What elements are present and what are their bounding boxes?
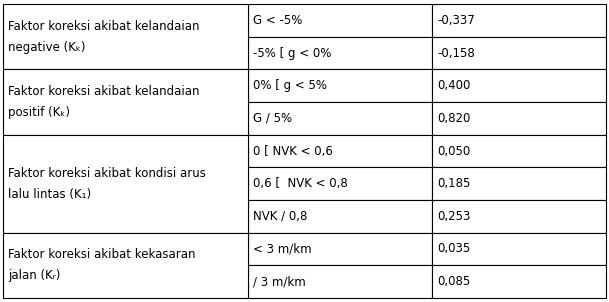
Text: 0,253: 0,253 — [437, 210, 470, 223]
Text: 0,6 [  NVK < 0,8: 0,6 [ NVK < 0,8 — [253, 177, 348, 190]
Bar — [432, 135, 606, 167]
Bar — [3, 135, 248, 233]
Text: positif (Kₖ): positif (Kₖ) — [8, 106, 70, 119]
Bar — [3, 233, 248, 298]
Bar — [248, 37, 432, 69]
Text: jalan (Kᵣ): jalan (Kᵣ) — [8, 269, 60, 282]
Bar — [248, 4, 432, 37]
Bar — [432, 4, 606, 37]
Text: 0,400: 0,400 — [437, 79, 470, 92]
Text: G / 5%: G / 5% — [253, 112, 292, 125]
Bar — [432, 167, 606, 200]
Bar — [248, 102, 432, 135]
Bar — [432, 233, 606, 265]
Text: NVK / 0,8: NVK / 0,8 — [253, 210, 308, 223]
Bar — [3, 69, 248, 135]
Bar — [432, 69, 606, 102]
Text: Faktor koreksi akibat kondisi arus: Faktor koreksi akibat kondisi arus — [8, 167, 206, 180]
Text: 0,185: 0,185 — [437, 177, 470, 190]
Text: / 3 m/km: / 3 m/km — [253, 275, 306, 288]
Bar — [248, 233, 432, 265]
Text: 0,035: 0,035 — [437, 243, 470, 255]
Text: G < -5%: G < -5% — [253, 14, 303, 27]
Text: -0,337: -0,337 — [437, 14, 475, 27]
Text: 0% [ g < 5%: 0% [ g < 5% — [253, 79, 327, 92]
Text: -0,158: -0,158 — [437, 47, 475, 59]
Text: 0,820: 0,820 — [437, 112, 470, 125]
Text: Faktor koreksi akibat kelandaian: Faktor koreksi akibat kelandaian — [8, 20, 200, 33]
Bar — [248, 200, 432, 233]
Bar — [432, 102, 606, 135]
Text: < 3 m/km: < 3 m/km — [253, 243, 312, 255]
Text: 0 [ NVK < 0,6: 0 [ NVK < 0,6 — [253, 144, 333, 158]
Text: 0,085: 0,085 — [437, 275, 470, 288]
Bar — [248, 265, 432, 298]
Bar — [3, 4, 248, 69]
Text: negative (Kₖ): negative (Kₖ) — [8, 41, 85, 54]
Text: -5% [ g < 0%: -5% [ g < 0% — [253, 47, 331, 59]
Text: lalu lintas (K₁): lalu lintas (K₁) — [8, 188, 91, 201]
Text: 0,050: 0,050 — [437, 144, 470, 158]
Text: Faktor koreksi akibat kelandaian: Faktor koreksi akibat kelandaian — [8, 85, 200, 98]
Bar — [248, 69, 432, 102]
Bar — [248, 135, 432, 167]
Bar — [432, 37, 606, 69]
Bar — [432, 265, 606, 298]
Bar — [248, 167, 432, 200]
Text: Faktor koreksi akibat kekasaran: Faktor koreksi akibat kekasaran — [8, 248, 195, 261]
Bar — [432, 200, 606, 233]
